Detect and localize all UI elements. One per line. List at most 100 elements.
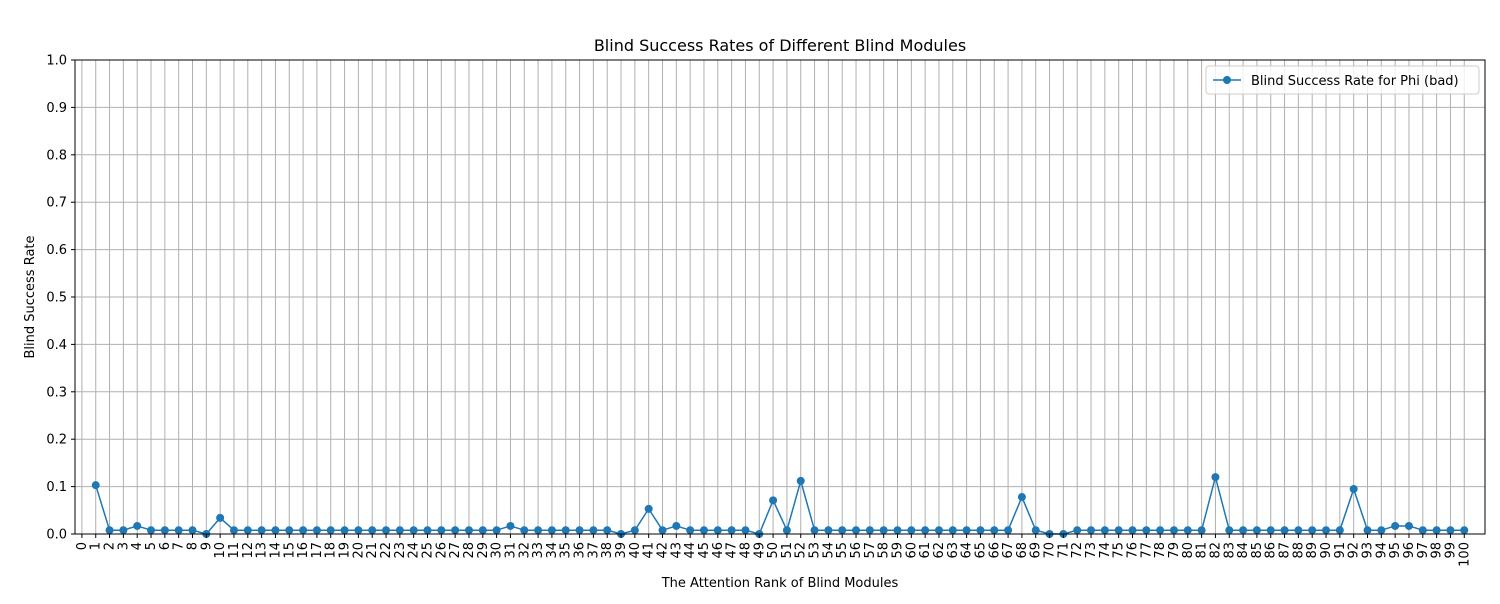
- x-tick-label: 40: [628, 542, 643, 559]
- x-tick-label: 88: [1291, 542, 1306, 559]
- x-tick-label: 31: [503, 542, 518, 559]
- x-tick-label: 27: [448, 542, 463, 559]
- y-tick-label: 0.8: [46, 148, 67, 163]
- data-point: [1128, 526, 1137, 535]
- x-tick-label: 74: [1098, 542, 1113, 559]
- x-tick-label: 20: [351, 542, 366, 559]
- x-tick-label: 60: [904, 542, 919, 559]
- x-tick-label: 71: [1056, 542, 1071, 559]
- x-tick-label: 93: [1361, 542, 1376, 559]
- x-tick-label: 7: [172, 542, 187, 550]
- x-tick-label: 94: [1374, 542, 1389, 559]
- x-tick-label: 58: [877, 542, 892, 559]
- x-tick-label: 51: [780, 542, 795, 559]
- data-point: [1266, 526, 1275, 535]
- data-point: [921, 526, 930, 535]
- x-tick-label: 67: [1001, 542, 1016, 559]
- data-point: [769, 496, 778, 505]
- x-tick-label: 89: [1305, 542, 1320, 559]
- x-tick-label: 62: [932, 542, 947, 559]
- x-tick-label: 32: [517, 542, 532, 559]
- x-tick-label: 38: [600, 542, 615, 559]
- x-tick-label: 41: [642, 542, 657, 559]
- data-point: [354, 526, 363, 535]
- x-tick-label: 85: [1250, 542, 1265, 559]
- y-tick-label: 0.0: [46, 528, 67, 543]
- data-point: [782, 526, 791, 535]
- data-point: [464, 526, 473, 535]
- data-point: [395, 526, 404, 535]
- data-point: [824, 526, 833, 535]
- data-point: [285, 526, 294, 535]
- x-tick-label: 97: [1416, 542, 1431, 559]
- x-tick-label: 19: [338, 542, 353, 559]
- data-point: [216, 513, 225, 522]
- data-point: [852, 526, 861, 535]
- x-tick-label: 63: [946, 542, 961, 559]
- data-point: [451, 526, 460, 535]
- x-tick-label: 29: [476, 542, 491, 559]
- data-point: [437, 526, 446, 535]
- x-tick-label: 69: [1029, 542, 1044, 559]
- x-tick-label: 79: [1167, 542, 1182, 559]
- x-tick-label: 36: [573, 542, 588, 559]
- data-point: [547, 526, 556, 535]
- data-point: [948, 526, 957, 535]
- data-point: [1363, 526, 1372, 535]
- data-point: [1142, 526, 1151, 535]
- x-tick-label: 46: [711, 542, 726, 559]
- x-tick-label: 14: [268, 542, 283, 559]
- x-tick-label: 61: [918, 542, 933, 559]
- x-tick-label: 43: [669, 542, 684, 559]
- x-tick-label: 45: [697, 542, 712, 559]
- data-point: [1017, 493, 1026, 502]
- data-point: [1114, 526, 1123, 535]
- x-tick-label: 6: [158, 542, 173, 550]
- y-tick-label: 1.0: [46, 54, 67, 69]
- x-tick-label: 57: [863, 542, 878, 559]
- data-point: [1322, 526, 1331, 535]
- x-tick-label: 13: [255, 542, 270, 559]
- data-point: [976, 526, 985, 535]
- legend: Blind Success Rate for Phi (bad): [1205, 65, 1480, 95]
- x-tick-label: 26: [434, 542, 449, 559]
- x-tick-label: 37: [586, 542, 601, 559]
- x-tick-label: 24: [407, 542, 422, 559]
- x-tick-label: 25: [421, 542, 436, 559]
- x-tick-label: 16: [296, 542, 311, 559]
- data-point: [478, 526, 487, 535]
- data-point: [796, 476, 805, 485]
- x-tick-label: 86: [1264, 542, 1279, 559]
- data-point: [257, 526, 266, 535]
- x-tick-label: 52: [794, 542, 809, 559]
- data-point: [686, 526, 695, 535]
- data-point: [865, 526, 874, 535]
- data-point: [326, 526, 335, 535]
- data-point: [188, 526, 197, 535]
- x-tick-label: 10: [213, 542, 228, 559]
- data-point: [1031, 526, 1040, 535]
- data-point: [575, 526, 584, 535]
- x-tick-label: 8: [186, 542, 201, 550]
- x-tick-label: 98: [1430, 542, 1445, 559]
- data-point: [603, 526, 612, 535]
- x-tick-label: 59: [891, 542, 906, 559]
- grid-layer: [75, 59, 1485, 535]
- x-tick-label: 77: [1139, 542, 1154, 559]
- data-point: [1100, 526, 1109, 535]
- data-point: [561, 526, 570, 535]
- data-point: [810, 526, 819, 535]
- y-axis-label: Blind Success Rate: [23, 235, 38, 358]
- data-point: [1335, 526, 1344, 535]
- x-tick-label: 21: [365, 542, 380, 559]
- x-tick-label: 28: [462, 542, 477, 559]
- x-tick-label: 78: [1153, 542, 1168, 559]
- data-point: [589, 526, 598, 535]
- x-tick-label: 54: [821, 542, 836, 559]
- x-tick-label: 99: [1443, 542, 1458, 559]
- x-axis-label: The Attention Rank of Blind Modules: [661, 576, 899, 591]
- y-tick-label: 0.3: [46, 385, 67, 400]
- x-tick-label: 48: [738, 542, 753, 559]
- y-tick-label: 0.4: [46, 338, 67, 353]
